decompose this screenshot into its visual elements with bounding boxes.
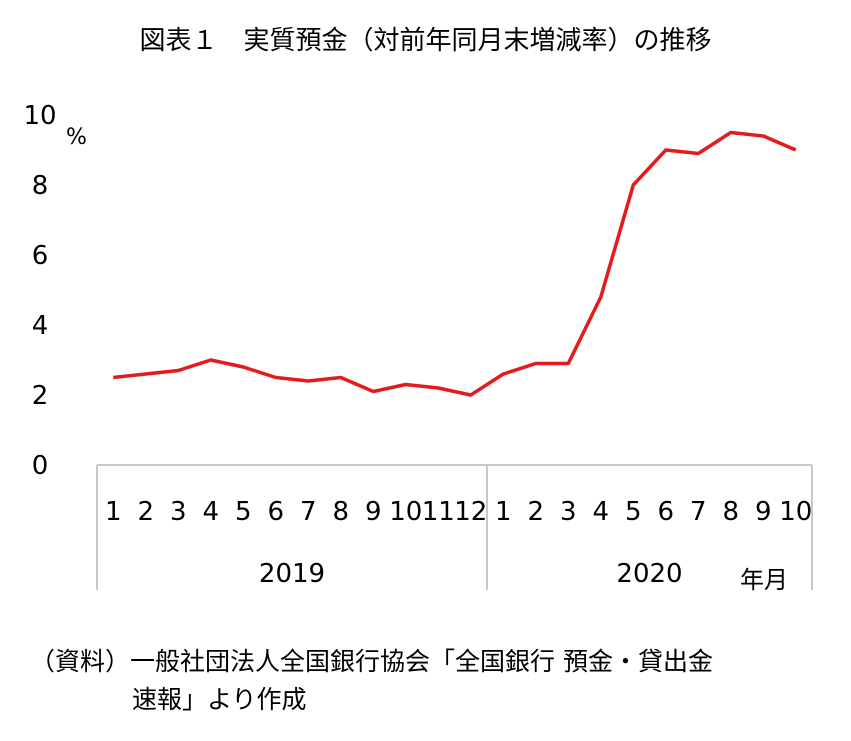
source-line-2: 速報」より作成 (132, 685, 307, 714)
x-group-labels: 2019 2020 (259, 559, 683, 589)
x-tick-label: 2 (137, 497, 154, 527)
x-tick-label: 9 (365, 497, 382, 527)
x-tick-label: 1 (495, 497, 512, 527)
x-tick-label: 5 (625, 497, 642, 527)
series-line (113, 130, 797, 397)
x-tick-label: 5 (235, 497, 252, 527)
y-tick-label: 8 (32, 171, 49, 201)
source-line-1: （資料）一般社団法人全国銀行協会「全国銀行 預金・貸出金 (30, 647, 713, 676)
x-tick-label: 6 (267, 497, 284, 527)
x-tick-label: 7 (690, 497, 707, 527)
x-tick-label: 8 (332, 497, 349, 527)
x-tick-label: 12 (454, 497, 487, 527)
x-tick-label: 6 (657, 497, 674, 527)
y-tick-label: 10 (23, 101, 56, 131)
x-tick-label: 3 (170, 497, 187, 527)
x-tick-label: 10 (389, 497, 422, 527)
x-tick-label: 3 (560, 497, 577, 527)
x-tick-label: 4 (202, 497, 219, 527)
y-tick-label: 6 (32, 241, 49, 271)
source-note: （資料）一般社団法人全国銀行協会「全国銀行 預金・貸出金 速報」より作成 (30, 643, 713, 719)
x-axis-unit: 年月 (740, 566, 788, 594)
x-tick-label: 7 (300, 497, 317, 527)
y-tick-label: 4 (32, 311, 49, 341)
x-tick-label: 11 (422, 497, 455, 527)
y-tick-label: 2 (32, 381, 49, 411)
y-tick-label: 0 (32, 451, 49, 481)
x-tick-label: 4 (592, 497, 609, 527)
x-tick-labels: 1 2 3 4 5 6 7 8 9 10 11 12 1 2 3 4 5 6 7 8 9 10 (105, 497, 812, 527)
axis-layer (96, 464, 813, 590)
x-group-label: 2019 (259, 559, 325, 589)
x-tick-label: 8 (722, 497, 739, 527)
y-axis-unit: % (66, 125, 87, 150)
x-tick-label: 9 (755, 497, 772, 527)
x-tick-label: 10 (779, 497, 812, 527)
x-group-label: 2020 (616, 559, 682, 589)
y-tick-labels: 0 2 4 6 8 10 (23, 101, 56, 481)
x-tick-label: 2 (527, 497, 544, 527)
x-tick-label: 1 (105, 497, 122, 527)
chart-title: 図表１ 実質預金（対前年同月末増減率）の推移 (139, 26, 712, 56)
